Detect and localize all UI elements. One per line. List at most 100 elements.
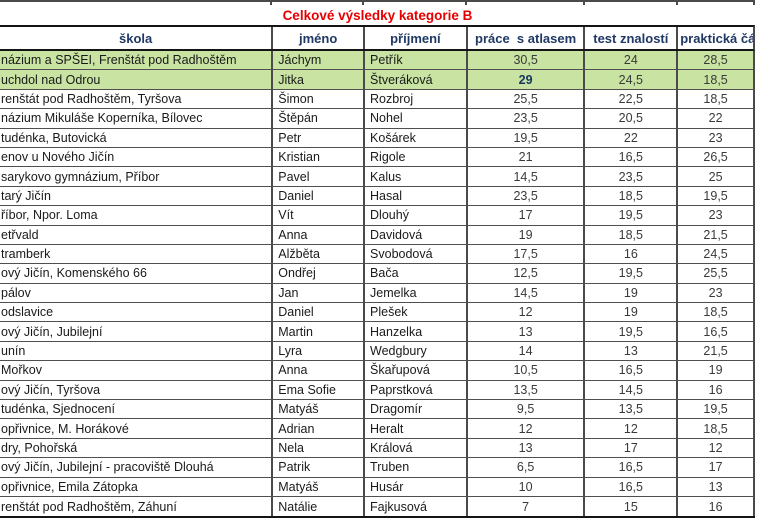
cell-atlas[interactable]: 13,5: [465, 380, 584, 400]
cell-practical[interactable]: 18,5: [676, 89, 753, 109]
cell-atlas[interactable]: 10,5: [465, 361, 584, 380]
cell-first[interactable]: Matyáš: [271, 477, 363, 496]
column-header-last-name[interactable]: příjmení: [363, 27, 466, 49]
cell-atlas[interactable]: 14,5: [465, 167, 584, 186]
cell-atlas[interactable]: 10: [465, 477, 584, 496]
cell-atlas[interactable]: 6,5: [465, 458, 584, 477]
cell-practical[interactable]: 19,5: [676, 400, 753, 419]
cell-practical[interactable]: 18,5: [676, 70, 753, 89]
cell-school[interactable]: ový Jičín, Jubilejní - pracoviště Dlouhá: [1, 460, 214, 475]
cell-school[interactable]: enov u Nového Jičín: [1, 150, 115, 165]
cell-last[interactable]: Košárek: [363, 128, 466, 147]
cell-school[interactable]: sarykovo gymnázium, Příbor: [1, 169, 160, 184]
cell-last[interactable]: Fajkusová: [363, 496, 466, 517]
cell-last[interactable]: Nohel: [363, 109, 466, 128]
cell-last[interactable]: Rozbroj: [363, 89, 466, 109]
cell-first[interactable]: Šimon: [271, 89, 363, 109]
cell-last[interactable]: Rigole: [363, 147, 466, 167]
cell-school[interactable]: tudénka, Sjednocení: [1, 402, 115, 417]
cell-school[interactable]: názium a SPŠEI, Frenštát pod Radhoštěm: [1, 53, 237, 68]
cell-last[interactable]: Paprstková: [363, 380, 466, 400]
cell-last[interactable]: Bača: [363, 264, 466, 283]
cell-atlas[interactable]: 12,5: [465, 264, 584, 283]
cell-school[interactable]: unín: [1, 344, 26, 359]
cell-test[interactable]: 15: [583, 496, 676, 517]
cell-first[interactable]: Daniel: [271, 186, 363, 206]
cell-atlas[interactable]: 13: [465, 438, 584, 458]
cell-practical[interactable]: 23: [676, 128, 753, 147]
cell-practical[interactable]: 16,5: [676, 322, 753, 341]
cell-atlas[interactable]: 9,5: [465, 400, 584, 419]
cell-practical[interactable]: 23: [676, 206, 753, 225]
cell-last[interactable]: Wedgbury: [363, 341, 466, 361]
cell-atlas[interactable]: 23,5: [465, 109, 584, 128]
cell-test[interactable]: 19: [583, 283, 676, 303]
cell-test[interactable]: 19,5: [583, 206, 676, 225]
cell-practical[interactable]: 13: [676, 477, 753, 496]
cell-test[interactable]: 22,5: [583, 89, 676, 109]
cell-school[interactable]: ový Jičín, Jubilejní: [1, 324, 103, 339]
cell-test[interactable]: 14,5: [583, 380, 676, 400]
cell-school[interactable]: Mořkov: [1, 363, 42, 378]
cell-atlas[interactable]: 12: [465, 303, 584, 322]
cell-practical[interactable]: 25,5: [676, 264, 753, 283]
cell-atlas[interactable]: 19: [465, 225, 584, 244]
cell-first[interactable]: Alžběta: [271, 244, 363, 264]
cell-first[interactable]: Natálie: [271, 496, 363, 517]
cell-last[interactable]: Hasal: [363, 186, 466, 206]
cell-first[interactable]: Daniel: [271, 303, 363, 322]
column-header-first-name[interactable]: jméno: [271, 27, 363, 49]
cell-last[interactable]: Truben: [363, 458, 466, 477]
cell-test[interactable]: 19,5: [583, 322, 676, 341]
cell-atlas[interactable]: 13: [465, 322, 584, 341]
cell-test[interactable]: 22: [583, 128, 676, 147]
cell-atlas[interactable]: 17: [465, 206, 584, 225]
cell-first[interactable]: Martin: [271, 322, 363, 341]
cell-first[interactable]: Štěpán: [271, 109, 363, 128]
cell-first[interactable]: Lyra: [271, 341, 363, 361]
cell-first[interactable]: Nela: [271, 438, 363, 458]
cell-last[interactable]: Davidová: [363, 225, 466, 244]
cell-practical[interactable]: 17: [676, 458, 753, 477]
cell-practical[interactable]: 26,5: [676, 147, 753, 167]
column-header-atlas-work[interactable]: práce s atlasem: [465, 27, 584, 49]
cell-atlas[interactable]: 7: [465, 496, 584, 517]
cell-test[interactable]: 17: [583, 438, 676, 458]
cell-school[interactable]: říbor, Npor. Loma: [1, 208, 98, 223]
cell-test[interactable]: 12: [583, 419, 676, 438]
cell-first[interactable]: Anna: [271, 225, 363, 244]
cell-last[interactable]: Heralt: [363, 419, 466, 438]
cell-last[interactable]: Svobodová: [363, 244, 466, 264]
cell-atlas[interactable]: 30,5: [465, 51, 584, 70]
cell-practical[interactable]: 18,5: [676, 419, 753, 438]
column-header-knowledge-test[interactable]: test znalostí: [583, 27, 676, 49]
cell-test[interactable]: 24,5: [583, 70, 676, 89]
cell-practical[interactable]: 21,5: [676, 341, 753, 361]
cell-practical[interactable]: 21,5: [676, 225, 753, 244]
cell-test[interactable]: 20,5: [583, 109, 676, 128]
cell-test[interactable]: 16,5: [583, 361, 676, 380]
cell-test[interactable]: 13: [583, 341, 676, 361]
cell-first[interactable]: Vít: [271, 206, 363, 225]
cell-practical[interactable]: 16: [676, 380, 753, 400]
cell-school[interactable]: odslavice: [1, 305, 54, 320]
cell-school[interactable]: ový Jičín, Tyršova: [1, 382, 101, 397]
cell-school[interactable]: názium Mikuláše Koperníka, Bílovec: [1, 111, 203, 126]
cell-school[interactable]: tarý Jičín: [1, 188, 52, 203]
cell-atlas[interactable]: 23,5: [465, 186, 584, 206]
cell-test[interactable]: 16,5: [583, 477, 676, 496]
cell-test[interactable]: 19: [583, 303, 676, 322]
cell-practical[interactable]: 12: [676, 438, 753, 458]
cell-last[interactable]: Jemelka: [363, 283, 466, 303]
cell-school[interactable]: uchdol nad Odrou: [1, 72, 101, 87]
cell-first[interactable]: Ema Sofie: [271, 380, 363, 400]
cell-first[interactable]: Adrian: [271, 419, 363, 438]
cell-last[interactable]: Husár: [363, 477, 466, 496]
cell-last[interactable]: Plešek: [363, 303, 466, 322]
cell-first[interactable]: Anna: [271, 361, 363, 380]
cell-practical[interactable]: 24,5: [676, 244, 753, 264]
cell-first[interactable]: Kristian: [271, 147, 363, 167]
cell-practical[interactable]: 25: [676, 167, 753, 186]
cell-first[interactable]: Jitka: [271, 70, 363, 89]
cell-last[interactable]: Dlouhý: [363, 206, 466, 225]
